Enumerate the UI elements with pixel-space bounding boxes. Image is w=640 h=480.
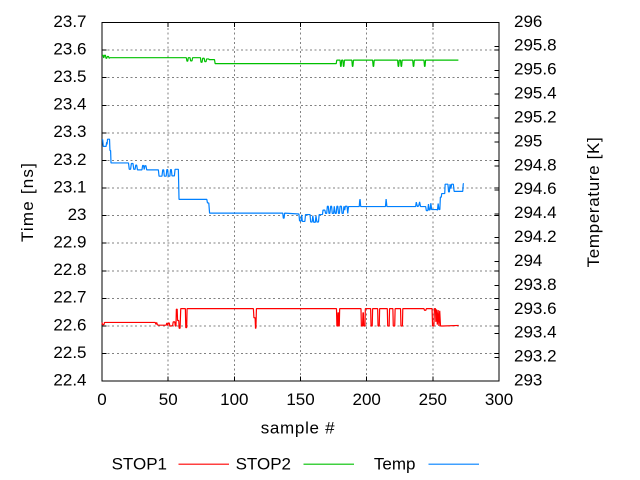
svg-text:STOP2: STOP2 — [236, 455, 291, 474]
svg-text:200: 200 — [353, 390, 381, 409]
svg-text:293.2: 293.2 — [514, 347, 557, 366]
svg-text:295.4: 295.4 — [514, 84, 557, 103]
svg-text:295.6: 295.6 — [514, 60, 557, 79]
svg-text:293: 293 — [514, 371, 542, 390]
svg-text:23.2: 23.2 — [53, 150, 86, 169]
svg-text:295.8: 295.8 — [514, 36, 557, 55]
svg-text:293.6: 293.6 — [514, 299, 557, 318]
svg-text:295: 295 — [514, 131, 542, 150]
svg-text:294.4: 294.4 — [514, 203, 557, 222]
svg-text:294: 294 — [514, 251, 542, 270]
svg-text:Temp: Temp — [374, 455, 416, 474]
svg-text:Temperature [K]: Temperature [K] — [584, 137, 603, 268]
svg-text:23.3: 23.3 — [53, 122, 86, 141]
svg-text:23.4: 23.4 — [53, 95, 86, 114]
svg-text:Time [ns]: Time [ns] — [18, 162, 37, 242]
svg-text:293.8: 293.8 — [514, 275, 557, 294]
svg-text:23.7: 23.7 — [53, 12, 86, 31]
svg-text:23.1: 23.1 — [53, 177, 86, 196]
svg-text:150: 150 — [286, 390, 314, 409]
svg-text:295.2: 295.2 — [514, 108, 557, 127]
svg-text:23: 23 — [68, 205, 87, 224]
svg-text:22.7: 22.7 — [53, 288, 86, 307]
svg-text:294.8: 294.8 — [514, 155, 557, 174]
svg-text:0: 0 — [97, 390, 106, 409]
svg-text:22.8: 22.8 — [53, 260, 86, 279]
svg-text:100: 100 — [220, 390, 248, 409]
svg-text:22.6: 22.6 — [53, 315, 86, 334]
svg-text:23.5: 23.5 — [53, 67, 86, 86]
svg-text:22.9: 22.9 — [53, 233, 86, 252]
svg-text:STOP1: STOP1 — [112, 455, 167, 474]
svg-text:250: 250 — [419, 390, 447, 409]
svg-text:300: 300 — [485, 390, 513, 409]
svg-text:294.2: 294.2 — [514, 227, 557, 246]
svg-text:50: 50 — [159, 390, 178, 409]
svg-text:23.6: 23.6 — [53, 39, 86, 58]
svg-text:sample #: sample # — [261, 419, 336, 438]
svg-text:293.4: 293.4 — [514, 323, 557, 342]
svg-text:22.4: 22.4 — [53, 371, 86, 390]
svg-text:294.6: 294.6 — [514, 179, 557, 198]
svg-text:296: 296 — [514, 12, 542, 31]
svg-text:22.5: 22.5 — [53, 343, 86, 362]
